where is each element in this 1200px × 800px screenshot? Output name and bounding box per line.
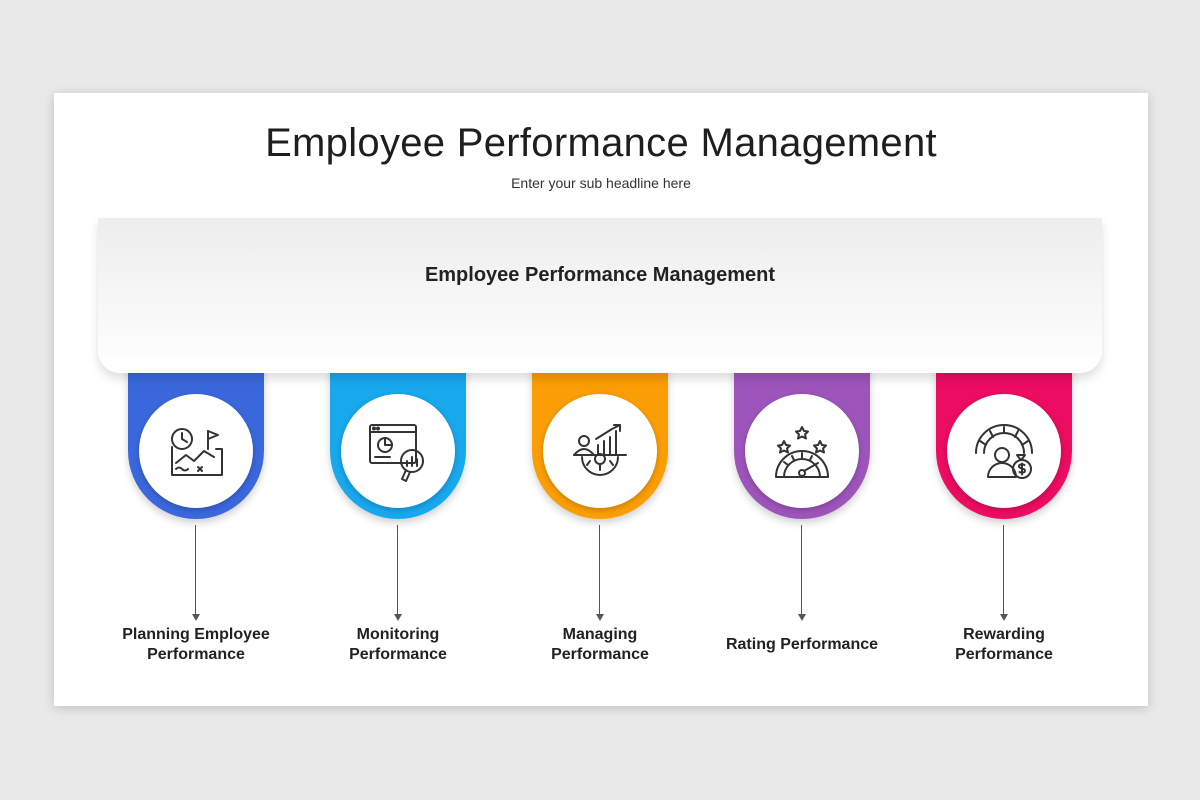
step-label: Planning Employee Performance bbox=[122, 626, 270, 663]
connector-line bbox=[599, 525, 600, 615]
icon-circle bbox=[947, 394, 1061, 508]
step-label: Monitoring Performance bbox=[349, 626, 447, 663]
rewarding-icon bbox=[975, 424, 1033, 479]
page-title: Employee Performance Management bbox=[265, 121, 937, 165]
connector-line bbox=[195, 525, 196, 615]
page-subtitle: Enter your sub headline here bbox=[511, 175, 691, 191]
icon-circle bbox=[543, 394, 657, 508]
icon-circle bbox=[341, 394, 455, 508]
slide: Employee Performance Management Enter yo… bbox=[54, 93, 1148, 706]
connector-line bbox=[1003, 525, 1004, 615]
step-label: Managing Performance bbox=[551, 626, 649, 663]
planning-icon bbox=[171, 428, 223, 476]
monitoring-icon bbox=[369, 424, 424, 482]
step-label: Rating Performance bbox=[725, 636, 879, 653]
icon-circle bbox=[139, 394, 253, 508]
arrow-down-icon bbox=[393, 614, 402, 621]
arrow-down-icon bbox=[595, 614, 604, 621]
icon-circle bbox=[745, 394, 859, 508]
connector-line bbox=[801, 525, 802, 615]
banner: Employee Performance Management bbox=[98, 218, 1102, 373]
banner-title: Employee Performance Management bbox=[424, 264, 776, 286]
rating-icon bbox=[775, 426, 829, 478]
arrow-down-icon bbox=[191, 614, 200, 621]
arrow-down-icon bbox=[797, 614, 806, 621]
arrow-down-icon bbox=[999, 614, 1008, 621]
step-label: Rewarding Performance bbox=[955, 626, 1053, 663]
managing-icon bbox=[573, 424, 627, 476]
connector-line bbox=[397, 525, 398, 615]
